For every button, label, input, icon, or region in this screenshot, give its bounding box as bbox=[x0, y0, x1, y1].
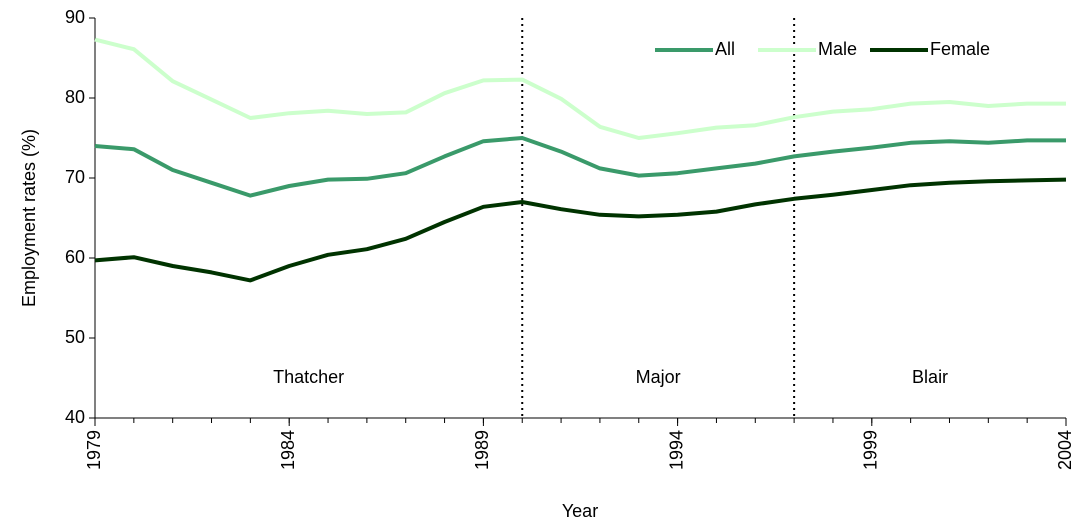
x-tick-label: 2004 bbox=[1055, 430, 1075, 470]
y-tick-label: 80 bbox=[65, 87, 85, 107]
period-label: Blair bbox=[912, 367, 948, 387]
period-label: Thatcher bbox=[273, 367, 344, 387]
legend-label: All bbox=[715, 39, 735, 59]
series-line bbox=[94, 37, 1066, 140]
x-tick-label: 1999 bbox=[861, 430, 881, 470]
y-tick-label: 70 bbox=[65, 167, 85, 187]
period-label: Major bbox=[636, 367, 681, 387]
x-tick-label: 1989 bbox=[472, 430, 492, 470]
y-tick-label: 40 bbox=[65, 407, 85, 427]
y-tick-label: 90 bbox=[65, 7, 85, 27]
series-line bbox=[94, 136, 1066, 198]
y-axis-label: Employment rates (%) bbox=[19, 129, 39, 307]
legend-label: Female bbox=[930, 39, 990, 59]
x-axis-label: Year bbox=[562, 501, 598, 521]
legend-label: Male bbox=[818, 39, 857, 59]
x-tick-label: 1979 bbox=[84, 430, 104, 470]
series-line bbox=[94, 177, 1067, 283]
y-tick-label: 50 bbox=[65, 327, 85, 347]
y-tick-label: 60 bbox=[65, 247, 85, 267]
x-tick-label: 1984 bbox=[278, 430, 298, 470]
x-tick-label: 1994 bbox=[666, 430, 686, 470]
